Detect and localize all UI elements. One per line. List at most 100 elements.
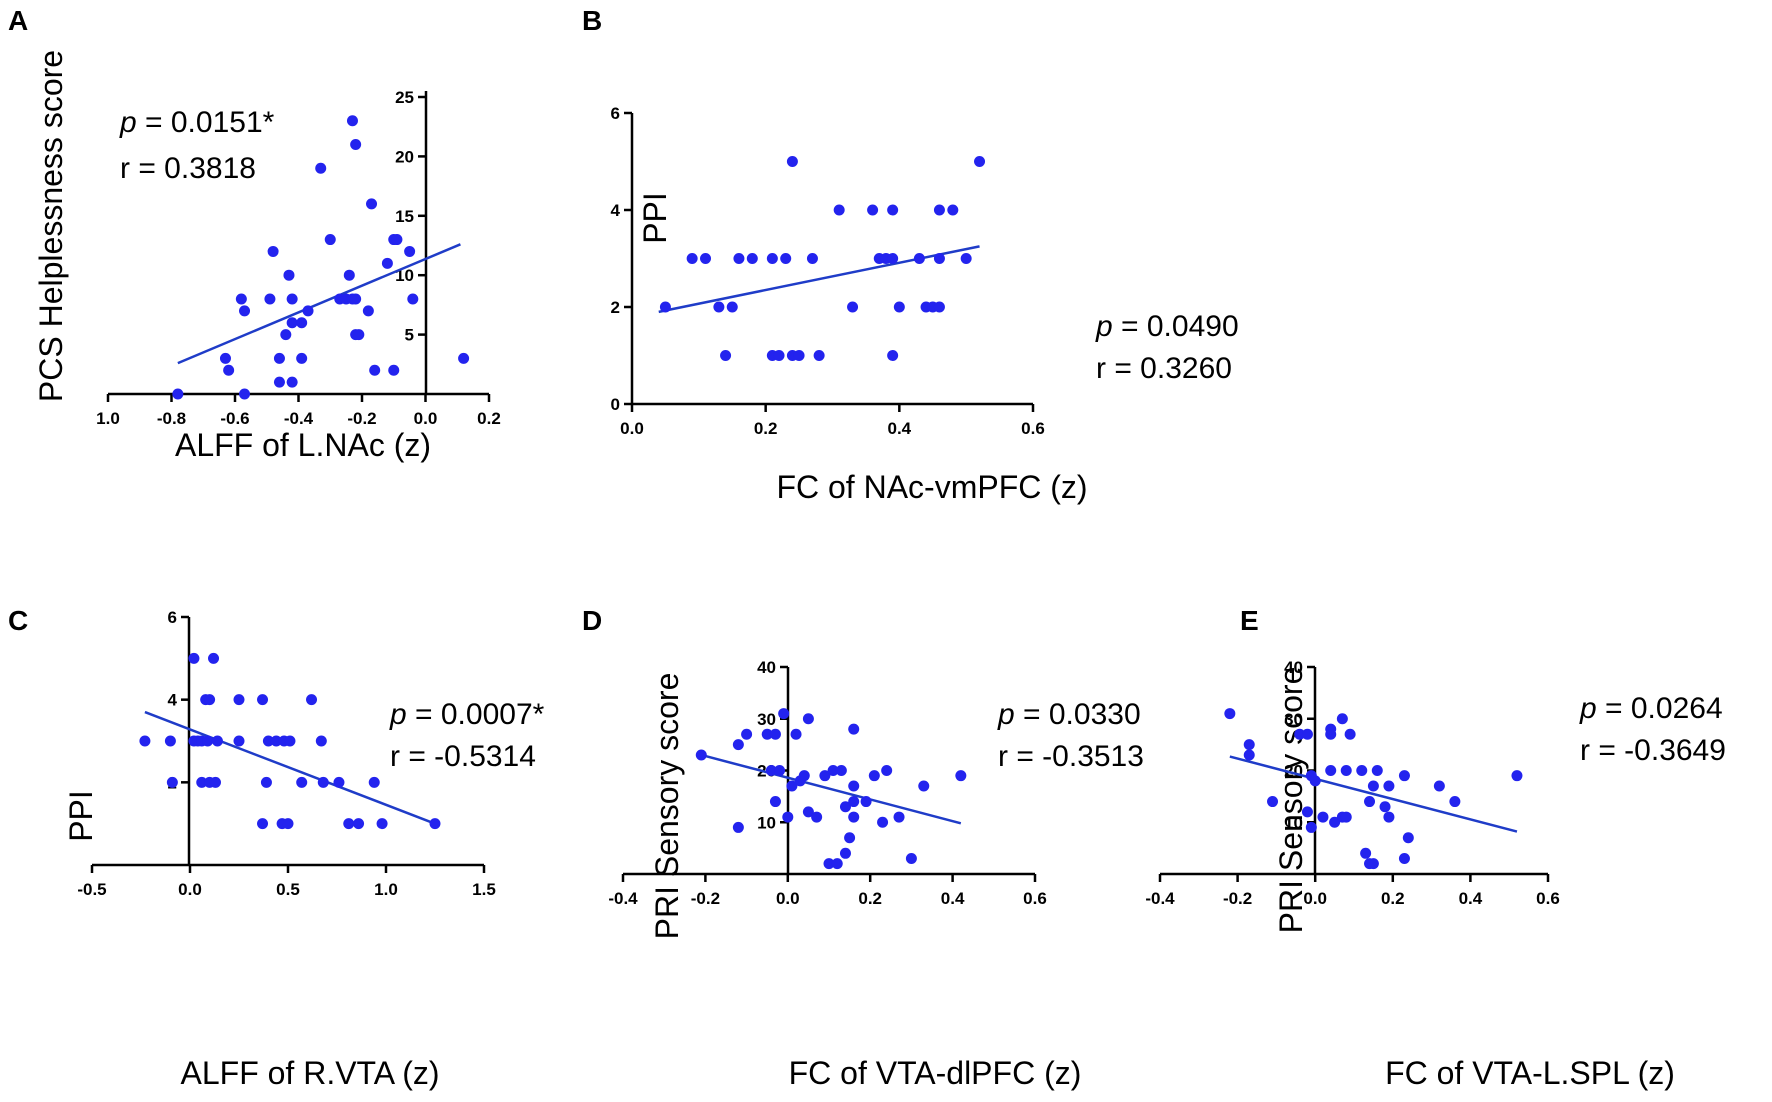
panel-a-data-point <box>350 293 362 305</box>
panel-c-data-point <box>211 735 223 747</box>
panel-c-data-point <box>257 818 269 830</box>
panel-d-x-tick-label: -0.4 <box>608 889 638 908</box>
panel-b-letter: B <box>582 5 602 36</box>
panel-e-data-point <box>1402 832 1414 844</box>
panel-b: B PPI FC of NAc-vmPFC (z) p = 0.0490 r =… <box>582 5 1239 505</box>
panel-d-data-point <box>848 796 860 808</box>
panel-b-data-point <box>786 156 798 167</box>
panel-d-y-tick-label: 40 <box>757 658 776 677</box>
panel-c-x-tick-label: 0.0 <box>178 880 202 899</box>
panel-a-data-point <box>302 305 314 317</box>
panel-c-data-point <box>306 694 318 706</box>
panel-d-data-point <box>732 821 744 833</box>
panel-c-data-point <box>368 776 380 788</box>
panel-e-y-tick-label: 30 <box>1284 710 1303 729</box>
panel-d-data-point <box>819 770 831 782</box>
panel-c-data-point <box>262 735 274 747</box>
panel-c-data-point <box>296 776 308 788</box>
panel-b-y-tick-label: 0 <box>611 395 620 414</box>
panel-d-data-point <box>831 858 843 870</box>
panel-e-data-point <box>1433 780 1445 792</box>
panel-d-data-point <box>823 858 835 870</box>
panel-c-data-point <box>282 818 294 830</box>
panel-b-x-tick-label: 0.4 <box>888 419 912 438</box>
panel-a-data-point <box>315 162 327 174</box>
panel-c-data-point <box>233 694 245 706</box>
panel-a-fit-line <box>177 243 461 365</box>
panel-e-y-title: PRI Sensory score <box>1273 667 1309 934</box>
panel-c-data-point <box>139 735 151 747</box>
panel-a-data-point <box>283 269 295 281</box>
panel-a-x-tick-label: -0.8 <box>157 409 186 428</box>
panel-e-data-point <box>1340 811 1352 823</box>
panel-d-x-tick-label: 0.2 <box>858 889 882 908</box>
panel-b-data-point <box>766 253 778 264</box>
panel-b-data-point <box>726 301 738 313</box>
panel-a-data-point <box>239 305 251 317</box>
panel-e-data-point <box>1301 806 1313 818</box>
panel-b-data-point <box>974 156 986 167</box>
panel-a-data-point <box>235 293 247 305</box>
panel-d-data-point <box>827 765 839 776</box>
panel-d-data-point <box>798 770 810 782</box>
panel-a-data-point <box>407 293 419 305</box>
panel-b-data-point <box>893 301 905 313</box>
panel-b-data-point <box>913 253 925 264</box>
panel-b-data-point <box>813 350 825 361</box>
panel-e-data-point <box>1360 847 1372 859</box>
panel-e-data-point <box>1294 728 1306 740</box>
panel-e-y-tick-label: 20 <box>1284 762 1303 781</box>
panel-e-x-tick-label: 0.0 <box>1303 889 1327 908</box>
panel-a-data-point <box>381 257 393 269</box>
panel-c-data-point <box>315 735 327 747</box>
panel-e-data-point <box>1224 708 1236 720</box>
panel-c-data-point <box>376 818 388 830</box>
panel-c-y-tick-label: 6 <box>168 608 177 627</box>
panel-b-data-point <box>720 350 732 361</box>
panel-e-p-value: p = 0.0264 <box>1579 692 1723 725</box>
panel-e-data-point <box>1344 728 1356 740</box>
panel-c-plot: -0.50.00.51.01.5246 <box>77 608 495 899</box>
panel-e-data-point <box>1309 775 1321 787</box>
panel-d-data-point <box>802 713 814 725</box>
panel-b-data-point <box>833 204 845 216</box>
panel-c-x-tick-label: -0.5 <box>77 880 106 899</box>
panel-b-x-tick-label: 0.2 <box>754 419 778 438</box>
panel-d-data-point <box>893 811 905 823</box>
panel-e-data-point <box>1383 780 1395 792</box>
panel-e-y-tick-label: 40 <box>1284 658 1303 677</box>
panel-d-x-tick-label: 0.0 <box>776 889 800 908</box>
panel-d-data-point <box>848 723 860 735</box>
panel-c-data-point <box>202 735 214 747</box>
panel-a-p-value: p = 0.0151* <box>119 106 275 139</box>
panel-b-y-tick-label: 6 <box>611 104 620 123</box>
panel-c-data-point <box>270 735 282 747</box>
panel-e-x-title: FC of VTA-L.SPL (z) <box>1385 1055 1675 1091</box>
panel-b-data-point <box>947 204 959 216</box>
panel-e-data-point <box>1336 713 1348 725</box>
panel-b-y-tick-label: 4 <box>611 201 621 220</box>
panel-a-data-point <box>362 305 374 317</box>
panel-e-data-point <box>1383 811 1395 823</box>
panel-b-data-point <box>700 253 712 264</box>
panel-a-x-tick-label: 1.0 <box>96 409 120 428</box>
panel-a-x-title: ALFF of L.NAc (z) <box>175 427 431 463</box>
panel-d-data-point <box>695 749 707 761</box>
panel-d-data-point <box>905 852 917 864</box>
panel-b-data-point <box>847 301 859 313</box>
panel-e-data-point <box>1364 796 1376 808</box>
panel-c-data-point <box>317 776 329 788</box>
panel-b-data-point <box>686 253 698 264</box>
panel-b-data-point <box>713 301 725 313</box>
panel-d: D PRI Sensory score FC of VTA-dlPFC (z) … <box>582 605 1144 1091</box>
panel-d-data-point <box>761 728 773 740</box>
panel-a-x-tick-label: -0.4 <box>284 409 314 428</box>
panel-b-data-point <box>867 204 879 216</box>
panel-b-data-point <box>780 253 792 264</box>
panel-b-data-point <box>746 253 758 264</box>
panel-e-data-point <box>1243 739 1255 751</box>
panel-e-x-tick-label: 0.2 <box>1381 889 1405 908</box>
panel-a-y-tick-label: 20 <box>395 147 414 166</box>
panel-a-x-tick-label: -0.2 <box>347 409 376 428</box>
